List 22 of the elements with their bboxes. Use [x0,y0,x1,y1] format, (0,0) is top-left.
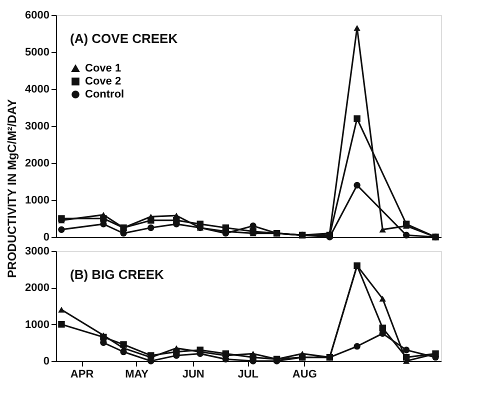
y-tick-label: 3000 [25,246,50,258]
x-tick-label: APR [70,368,94,380]
y-tick-label: 4000 [25,84,50,96]
y-tick-label: 2000 [25,282,50,294]
x-tick-label: AUG [292,368,317,380]
legend-label: Control [85,88,124,100]
x-tick-label: MAY [125,368,150,380]
x-tick-label: JUN [182,368,204,380]
y-tick-label: 1000 [25,318,50,331]
y-tick-label: 1000 [25,194,50,206]
y-tick-label: 5000 [25,46,50,58]
text: (A) COVE CREEK [70,31,178,46]
text: (B) BIG CREEK [70,267,164,282]
x-tick-label: JUL [238,368,259,380]
y-tick-label: 2000 [25,158,50,170]
y-axis-title: PRODUCTIVITY IN MgC/M²/DAY [5,99,20,278]
y-tick-label: 0 [43,356,50,368]
legend-label: Cove 2 [85,76,122,88]
y-tick-label: 6000 [25,10,50,22]
legend-label: Cove 1 [85,62,122,74]
y-tick-label: 0 [43,232,50,244]
y-tick-label: 3000 [25,120,50,132]
